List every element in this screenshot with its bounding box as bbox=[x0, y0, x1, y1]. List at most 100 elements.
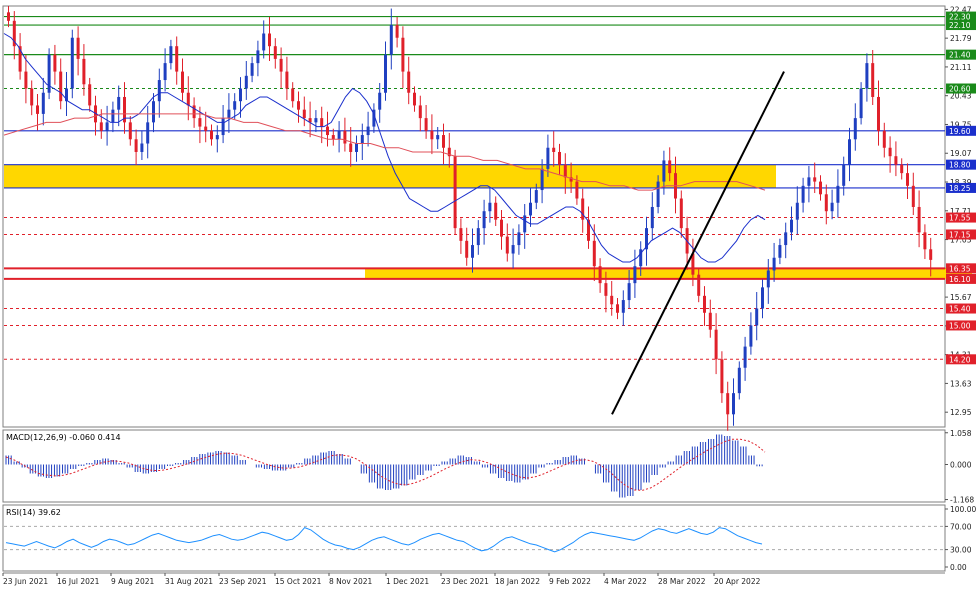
candle-down bbox=[407, 71, 411, 93]
moving-average-red bbox=[3, 113, 766, 191]
level-price-tag-label: 18.25 bbox=[949, 184, 971, 193]
candle-up bbox=[546, 147, 550, 169]
candle-down bbox=[563, 164, 567, 178]
candle-down bbox=[679, 198, 683, 229]
candle-down bbox=[192, 105, 196, 119]
candle-down bbox=[204, 126, 208, 131]
candle-up bbox=[152, 101, 155, 123]
candle-down bbox=[569, 177, 573, 182]
candle-down bbox=[459, 228, 463, 241]
level-price-tag-label: 19.60 bbox=[949, 127, 971, 136]
price-axis-label: 21.11 bbox=[950, 63, 972, 72]
candle-up bbox=[476, 228, 480, 246]
candle-up bbox=[807, 177, 811, 186]
candle-up bbox=[517, 232, 521, 246]
level-price-tag-label: 16.35 bbox=[949, 264, 971, 273]
level-price-tag bbox=[946, 83, 976, 94]
candle-down bbox=[581, 198, 585, 220]
rsi-line bbox=[5, 527, 763, 553]
candle-down bbox=[430, 130, 434, 140]
macd-label: MACD(12,26,9) -0.060 0.414 bbox=[6, 433, 121, 442]
candle-up bbox=[256, 50, 260, 64]
candle-down bbox=[552, 147, 556, 152]
candle-up bbox=[146, 122, 150, 144]
rsi-panel-frame bbox=[2, 504, 946, 572]
candle-down bbox=[320, 118, 324, 127]
candle-up bbox=[853, 118, 857, 140]
candle-down bbox=[708, 312, 712, 330]
price-axis-label: 22.47 bbox=[950, 5, 972, 14]
candle-down bbox=[285, 71, 289, 89]
candle-up bbox=[778, 245, 782, 258]
candle-up bbox=[621, 300, 625, 313]
trendline bbox=[611, 71, 785, 415]
candle-up bbox=[70, 37, 74, 89]
candle-down bbox=[123, 96, 126, 123]
level-price-tag bbox=[946, 125, 976, 136]
candle-down bbox=[668, 160, 672, 174]
candle-down bbox=[424, 118, 428, 131]
candle-down bbox=[610, 295, 614, 305]
time-axis-label: 23 Dec 2021 bbox=[441, 577, 489, 586]
candle-up bbox=[795, 202, 799, 220]
candle-up bbox=[250, 63, 254, 76]
price-axis-label: 15.67 bbox=[950, 293, 972, 302]
price-axis-label: 17.03 bbox=[950, 236, 972, 245]
price-axis-label: 17.71 bbox=[950, 207, 972, 216]
candle-up bbox=[639, 249, 643, 267]
candle-down bbox=[273, 46, 277, 59]
candle-up bbox=[140, 143, 144, 152]
candle-down bbox=[697, 274, 701, 296]
macd-axis-label: 0.000 bbox=[950, 461, 972, 470]
candle-down bbox=[302, 109, 306, 119]
candle-up bbox=[859, 88, 863, 119]
candle-up bbox=[488, 202, 492, 212]
candle-down bbox=[413, 92, 416, 106]
candle-down bbox=[7, 12, 10, 21]
time-axis-label: 18 Jan 2022 bbox=[495, 577, 540, 586]
level-price-tag-label: 14.20 bbox=[949, 355, 971, 364]
candle-up bbox=[766, 270, 770, 288]
level-price-tag bbox=[946, 229, 976, 240]
candle-down bbox=[181, 71, 184, 93]
candle-down bbox=[917, 206, 921, 233]
candle-down bbox=[442, 135, 445, 148]
candle-up bbox=[111, 109, 115, 123]
candle-down bbox=[819, 181, 822, 195]
candle-up bbox=[65, 88, 68, 102]
macd-signal-line bbox=[5, 438, 766, 491]
level-price-tag-label: 15.00 bbox=[949, 321, 971, 330]
candle-up bbox=[529, 202, 532, 216]
candle-up bbox=[534, 190, 538, 203]
time-axis-label: 1 Dec 2021 bbox=[386, 577, 429, 586]
price-axis-label: 18.39 bbox=[950, 178, 972, 187]
candle-down bbox=[128, 122, 132, 140]
candle-down bbox=[911, 185, 915, 207]
candle-up bbox=[645, 228, 648, 250]
candle-down bbox=[297, 101, 300, 110]
candle-up bbox=[372, 109, 376, 127]
level-price-tag bbox=[946, 354, 976, 365]
candle-up bbox=[314, 118, 318, 123]
candle-down bbox=[30, 88, 34, 106]
candle-up bbox=[784, 232, 788, 246]
candle-up bbox=[355, 143, 358, 152]
candle-up bbox=[215, 135, 219, 140]
price-axis-label: 19.07 bbox=[950, 149, 972, 158]
candle-down bbox=[500, 219, 503, 237]
candle-up bbox=[848, 139, 851, 165]
candle-up bbox=[233, 101, 237, 110]
level-price-tag-label: 17.55 bbox=[949, 214, 971, 223]
level-price-tag-label: 15.40 bbox=[949, 305, 971, 314]
candle-down bbox=[186, 92, 190, 106]
candle-down bbox=[401, 37, 405, 72]
time-axis-label: 23 Sep 2021 bbox=[219, 577, 267, 586]
candle-up bbox=[117, 96, 121, 110]
candle-down bbox=[395, 25, 399, 38]
candle-up bbox=[227, 109, 231, 119]
candle-down bbox=[59, 71, 63, 102]
candle-up bbox=[801, 185, 805, 203]
price-axis-label: 13.63 bbox=[950, 379, 972, 388]
rsi-axis-label: 0.00 bbox=[950, 563, 967, 572]
